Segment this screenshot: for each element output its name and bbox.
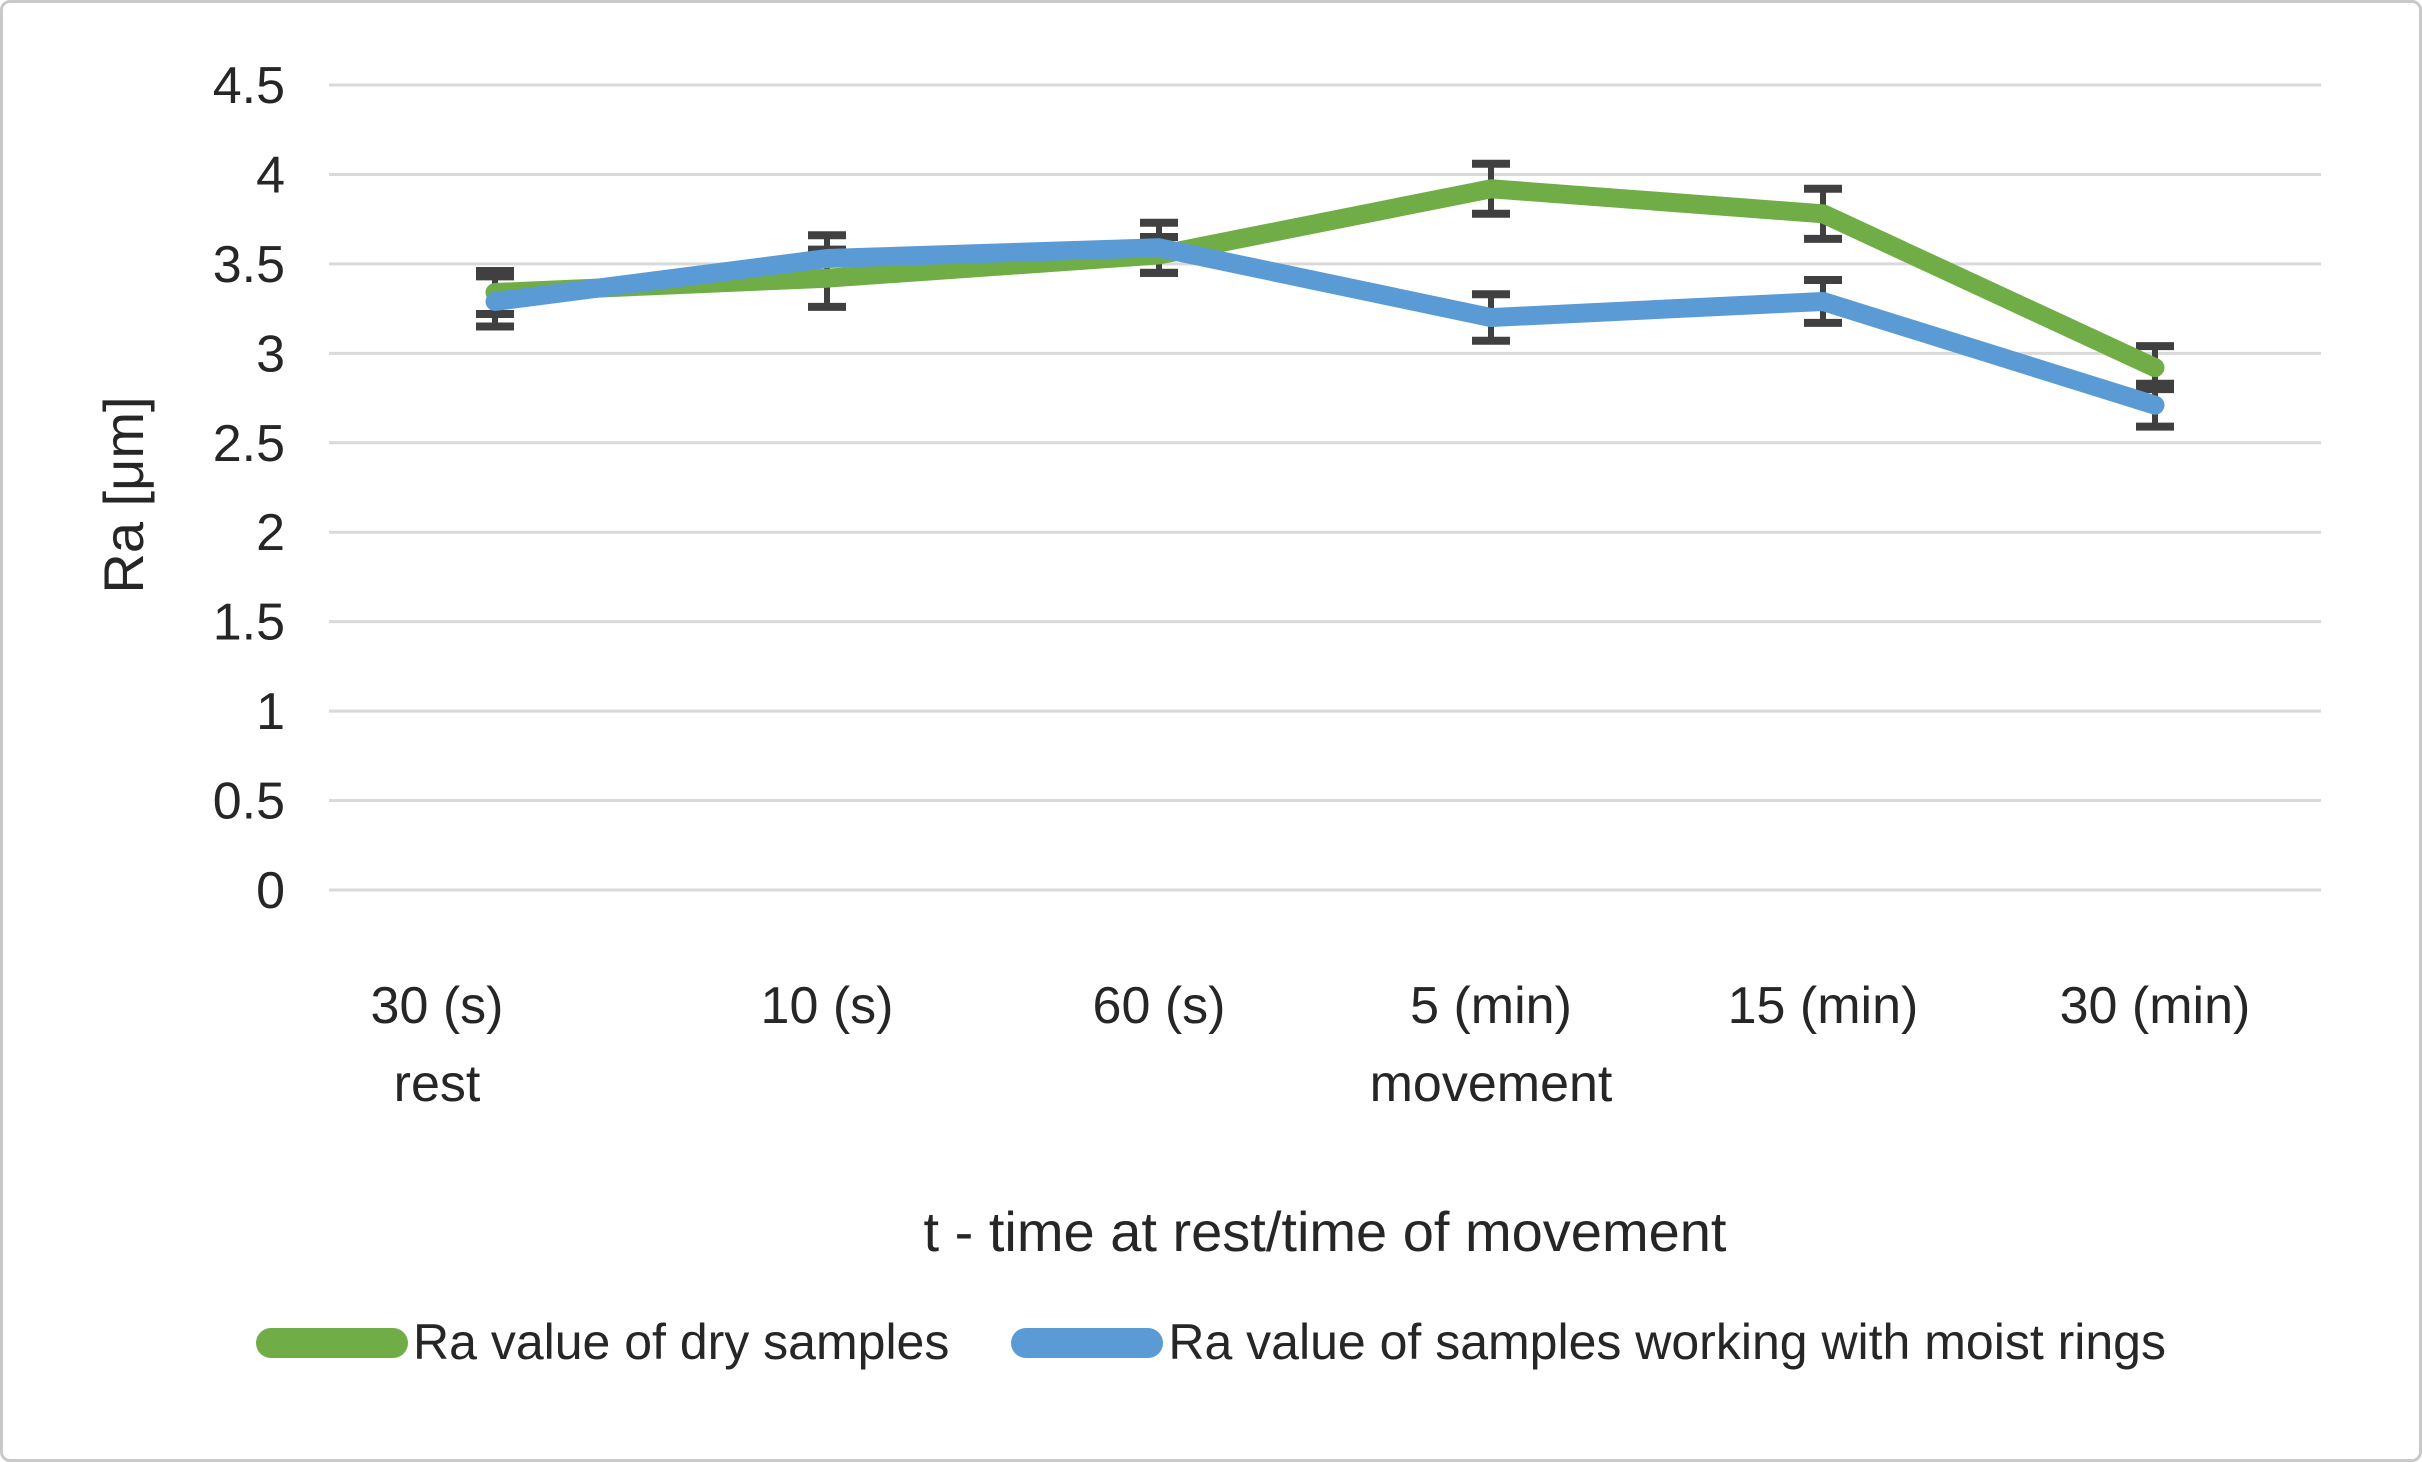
y-tick-label: 3.5 <box>213 236 285 294</box>
y-tick-label: 2 <box>256 504 285 562</box>
dry-samples-swatch <box>256 1327 409 1358</box>
line-chart: 0 0.5 1 1.5 2 2.5 3 3.5 4 4.5 30 (s) 10 (s) 60 (s) 5… <box>92 57 2321 1263</box>
x-tick-label: 60 (s) <box>1093 977 1226 1035</box>
y-tick-label: 1.5 <box>213 594 285 652</box>
legend-label: Ra value of dry samples <box>413 1314 950 1370</box>
legend: Ra value of dry samples Ra value of samp… <box>3 1315 2419 1370</box>
x-tick-label: 30 (s) <box>371 977 504 1035</box>
legend-item-moist-rings: Ra value of samples working with moist r… <box>1011 1315 2166 1370</box>
legend-label: Ra value of samples working with moist r… <box>1168 1314 2166 1370</box>
x-tick-label: 15 (min) <box>1728 977 1919 1035</box>
y-tick-label: 0.5 <box>213 773 285 831</box>
y-tick-label: 0 <box>256 862 285 920</box>
series-lines <box>485 179 2165 415</box>
x-axis-tick-labels: 30 (s) 10 (s) 60 (s) 5 (min) 15 (min) 30 (min… <box>371 977 2251 1113</box>
y-axis-title: Ra [μm] <box>92 396 155 593</box>
moist-rings-line <box>485 238 2165 415</box>
y-tick-label: 1 <box>256 683 285 741</box>
x-tick-sub-label: movement <box>1370 1055 1613 1113</box>
x-tick-label: 10 (s) <box>761 977 894 1035</box>
moist-rings-swatch <box>1011 1327 1164 1358</box>
y-tick-label: 3 <box>256 325 285 383</box>
gridlines <box>329 83 2321 892</box>
error-bars <box>476 159 2174 431</box>
dry-samples-line <box>485 179 2165 378</box>
y-tick-label: 2.5 <box>213 415 285 473</box>
x-axis-title: t - time at rest/time of movement <box>924 1200 1727 1263</box>
y-tick-label: 4 <box>256 146 285 204</box>
x-tick-sub-label: rest <box>394 1055 481 1113</box>
y-axis-tick-labels: 0 0.5 1 1.5 2 2.5 3 3.5 4 4.5 <box>213 57 285 920</box>
x-tick-label: 30 (min) <box>2060 977 2251 1035</box>
x-tick-label: 5 (min) <box>1410 977 1572 1035</box>
legend-item-dry-samples: Ra value of dry samples <box>256 1315 949 1370</box>
y-tick-label: 4.5 <box>213 57 285 115</box>
